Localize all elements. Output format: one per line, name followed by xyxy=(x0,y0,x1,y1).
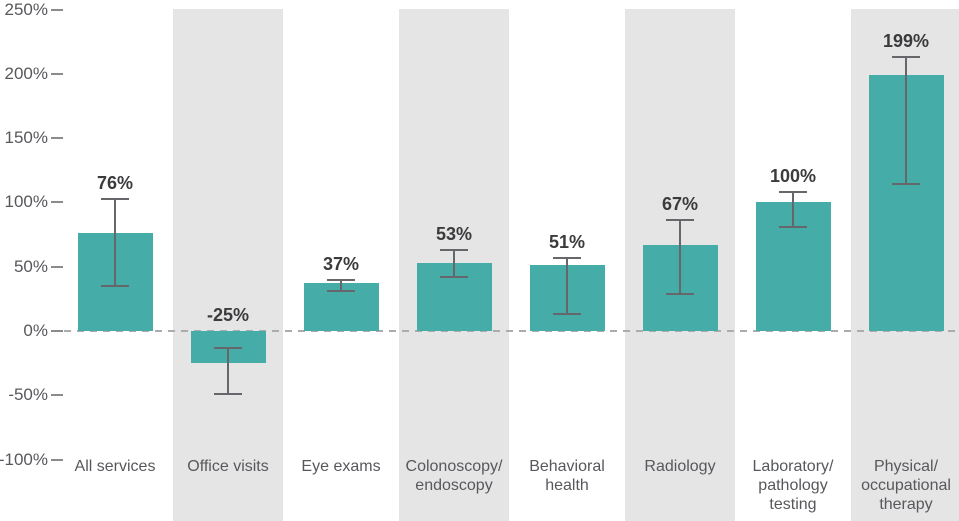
category-label-line: Colonoscopy/ xyxy=(405,458,503,475)
error-bar-line-behavioral-health xyxy=(566,257,568,315)
value-label-all-services: 76% xyxy=(96,172,134,193)
column-shading-band xyxy=(173,9,283,521)
error-bar-cap xyxy=(327,290,355,293)
category-label-colonoscopy-endoscopy: Colonoscopy/endoscopy xyxy=(396,457,513,495)
y-tick-label: 100% xyxy=(4,192,48,212)
error-bar-line-office-visits xyxy=(227,347,229,394)
y-tick-mark xyxy=(51,330,63,332)
y-tick-label: 250% xyxy=(4,0,48,19)
error-bar-line-eye-exams xyxy=(340,279,342,292)
value-label-office-visits: -25% xyxy=(206,305,250,325)
value-label-radiology: 67% xyxy=(661,194,699,215)
category-label-office-visits: Office visits xyxy=(170,457,287,476)
category-label-line: All services xyxy=(74,458,156,475)
category-label-all-services: All services xyxy=(57,457,174,476)
category-label-line: Physical/ xyxy=(873,458,939,475)
error-bar-cap xyxy=(892,56,920,59)
y-tick-mark xyxy=(51,394,63,397)
category-label-radiology: Radiology xyxy=(622,457,739,476)
error-bar-cap xyxy=(666,219,694,222)
category-label-line: testing xyxy=(769,496,817,513)
category-label-line: therapy xyxy=(879,496,933,513)
category-label-eye-exams: Eye exams xyxy=(283,457,400,476)
error-bar-cap xyxy=(666,292,694,295)
error-bar-cap xyxy=(440,276,468,278)
category-label-line: health xyxy=(545,477,589,494)
error-bar-cap xyxy=(101,197,129,200)
y-tick-mark xyxy=(51,265,63,268)
category-label-line: Behavioral xyxy=(529,458,605,475)
error-bar-cap xyxy=(779,225,807,228)
y-tick-mark xyxy=(51,458,63,461)
error-bar-line-all-services xyxy=(114,198,116,286)
value-label-eye-exams: 37% xyxy=(322,253,360,274)
error-bar-line-physical-occupational-therapy xyxy=(905,57,907,185)
error-bar-line-laboratory-pathology-testing xyxy=(792,192,794,227)
y-tick-label: 0% xyxy=(23,321,48,340)
error-bar-cap xyxy=(214,346,242,349)
error-bar-cap xyxy=(440,249,468,251)
y-tick-mark xyxy=(51,8,63,11)
y-tick-label: -100% xyxy=(0,449,48,469)
y-tick-mark xyxy=(51,201,63,204)
y-tick-mark xyxy=(51,137,63,140)
category-label-behavioral-health: Behavioral health xyxy=(509,457,626,495)
category-label-line: Eye exams xyxy=(301,458,381,475)
error-bar-cap xyxy=(553,256,581,259)
y-tick-label: 150% xyxy=(4,128,48,148)
y-tick-label: -50% xyxy=(8,385,48,405)
error-bar-cap xyxy=(327,278,355,281)
category-label-line: occupational xyxy=(861,477,951,494)
error-bar-cap xyxy=(892,183,920,186)
category-label-line: pathology xyxy=(758,477,828,494)
error-bar-cap xyxy=(214,392,242,395)
zero-baseline xyxy=(51,330,959,332)
value-label-behavioral-health: 51% xyxy=(548,231,586,252)
category-label-line: Radiology xyxy=(644,458,716,475)
value-label-laboratory-pathology-testing: 100% xyxy=(769,166,817,187)
category-label-physical-occupational-therapy: Physical/occupational therapy xyxy=(848,457,959,514)
y-tick-label: 200% xyxy=(4,63,48,83)
value-label-physical-occupational-therapy: 199% xyxy=(882,31,930,52)
category-label-line: Laboratory/ xyxy=(752,458,834,475)
error-bar-cap xyxy=(779,191,807,194)
value-label-colonoscopy-endoscopy: 53% xyxy=(435,224,473,244)
category-label-laboratory-pathology-testing: Laboratory/pathology testing xyxy=(735,457,852,514)
error-bar-cap xyxy=(101,285,129,287)
error-bar-line-colonoscopy-endoscopy xyxy=(453,250,455,277)
y-tick-label: 50% xyxy=(13,256,48,276)
y-tick-mark xyxy=(51,72,63,75)
error-bar-cap xyxy=(553,313,581,316)
category-label-line: Office visits xyxy=(187,458,269,475)
category-label-line: endoscopy xyxy=(415,477,493,494)
error-bar-line-radiology xyxy=(679,220,681,294)
